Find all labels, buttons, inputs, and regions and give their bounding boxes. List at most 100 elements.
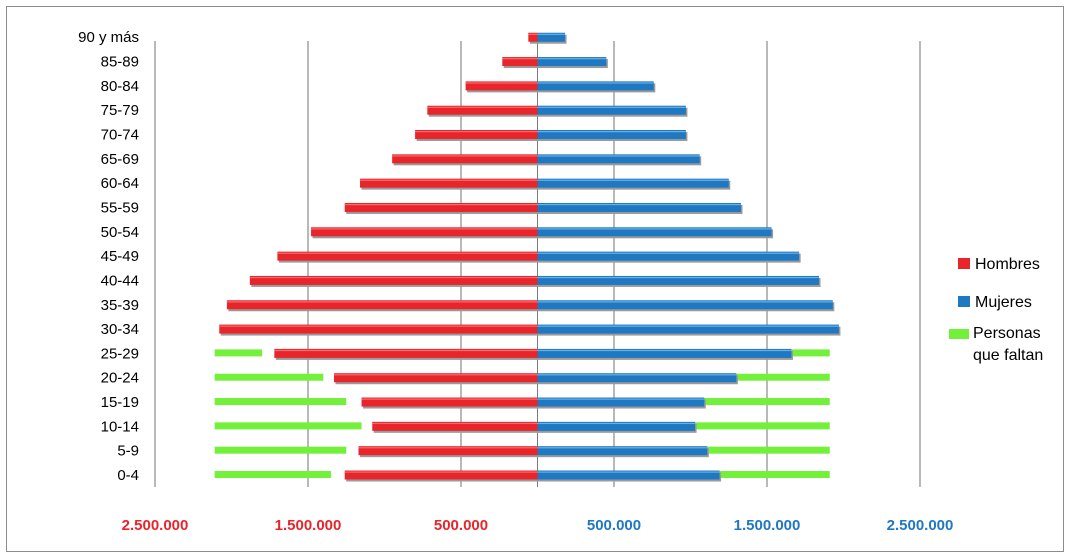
bar-hombres-75-79 [427, 105, 538, 115]
bar-hombres-45-49 [277, 251, 538, 261]
bar-highlight [277, 252, 538, 254]
bar-highlight [358, 447, 538, 449]
x-tick-label-left: 1.500.000 [275, 517, 342, 534]
bar-highlight [274, 349, 538, 352]
bar-hombres-10-14 [372, 421, 538, 431]
bar-highlight [344, 203, 538, 206]
bar-hombres-0-4 [344, 470, 538, 480]
bar-hombres-5-9 [358, 446, 538, 456]
age-label: 25-29 [101, 345, 139, 362]
x-tick-label-left: 2.500.000 [122, 517, 189, 534]
bar-mujeres-35-39 [537, 300, 833, 310]
legend-label-que-faltan: que faltan [973, 347, 1043, 364]
bar-mujeres-55-59 [537, 202, 741, 212]
bar-mujeres-70-74 [537, 130, 686, 140]
bar-hombres-70-74 [415, 130, 538, 140]
age-label: 10-14 [101, 418, 139, 435]
age-label: 20-24 [101, 370, 139, 387]
age-label: 70-74 [101, 127, 139, 144]
age-group-labels: 0-4 5-9 10-14 15-19 20-24 25-29 30-34 35-39 40-4… [78, 29, 139, 484]
bar-highlight [415, 131, 538, 133]
population-pyramid-chart: 0-4 5-9 10-14 15-19 20-24 25-29 30-34 35-39 40-4… [78, 29, 1043, 534]
x-tick-label-right: 1.500.000 [734, 517, 801, 534]
bar-highlight [537, 179, 729, 181]
bar-highlight [537, 155, 700, 157]
age-label: 5-9 [117, 443, 139, 460]
bar-highlight [537, 398, 705, 400]
legend-swatch-personas-que-faltan [949, 329, 969, 339]
bar-highlight [537, 447, 708, 449]
bar-highlight [537, 252, 800, 254]
bar-highlight [537, 471, 720, 473]
bar-highlight [537, 228, 772, 230]
missing-bar-left-20-24 [214, 373, 324, 381]
bar-highlight [537, 58, 607, 60]
age-label: 65-69 [101, 151, 139, 168]
bar-hombres-65-69 [392, 154, 538, 164]
missing-people-bars [214, 349, 830, 478]
bar-highlight [502, 58, 538, 60]
missing-bar-right-10-14 [693, 422, 830, 430]
age-label: 80-84 [101, 78, 139, 95]
age-label: 50-54 [101, 224, 139, 241]
legend-label-mujeres: Mujeres [975, 294, 1032, 311]
bar-highlight [219, 325, 538, 327]
bar-mujeres-30-34 [537, 324, 839, 334]
age-label: 45-49 [101, 248, 139, 265]
bar-highlight [537, 301, 833, 303]
bar-highlight [372, 422, 538, 425]
missing-bar-left-0-4 [214, 471, 331, 478]
age-label: 55-59 [101, 199, 139, 216]
legend-swatch-hombres [958, 258, 970, 269]
legend: Hombres Mujeres Personas que faltan [949, 256, 1043, 364]
missing-bar-right-0-4 [716, 471, 830, 478]
age-label: 90 y más [78, 29, 139, 46]
bar-mujeres-85-89 [537, 57, 607, 67]
missing-bar-left-15-19 [214, 398, 347, 406]
population-bars [219, 32, 841, 482]
bar-mujeres-10-14 [537, 421, 696, 431]
legend-swatch-mujeres [958, 296, 970, 307]
age-label: 15-19 [101, 394, 139, 411]
age-label: 75-79 [101, 102, 139, 119]
age-label: 30-34 [101, 321, 139, 338]
bar-highlight [361, 398, 538, 400]
bar-highlight [537, 106, 686, 108]
bar-mujeres-20-24 [537, 373, 737, 383]
bar-hombres-20-24 [334, 373, 538, 383]
bar-hombres-50-54 [311, 227, 538, 237]
legend-label-hombres: Hombres [975, 256, 1040, 273]
bar-highlight [311, 228, 538, 230]
bar-mujeres-25-29 [537, 348, 792, 358]
bar-highlight [427, 106, 538, 108]
missing-bar-left-10-14 [214, 422, 362, 430]
x-tick-label-right: 500.000 [587, 517, 641, 534]
bar-hombres-80-84 [465, 81, 538, 91]
age-label: 35-39 [101, 297, 139, 314]
x-tick-label-left: 500.000 [434, 517, 488, 534]
bar-hombres-85-89 [502, 57, 538, 67]
bar-mujeres-15-19 [537, 397, 705, 407]
bar-hombres-15-19 [361, 397, 538, 407]
bar-hombres-30-34 [219, 324, 538, 334]
bar-highlight [537, 82, 654, 84]
bar-highlight [537, 325, 839, 327]
bar-mujeres-90 y más [537, 32, 566, 42]
bar-highlight [537, 131, 686, 133]
x-tick-label-right: 2.500.000 [887, 517, 954, 534]
bar-highlight [334, 374, 538, 376]
missing-bar-right-25-29 [791, 349, 830, 357]
bar-highlight [465, 82, 538, 84]
bar-mujeres-80-84 [537, 81, 654, 91]
bar-hombres-40-44 [249, 275, 538, 285]
bar-highlight [537, 422, 696, 425]
bar-mujeres-40-44 [537, 275, 820, 285]
age-label: 85-89 [101, 54, 139, 71]
bar-mujeres-0-4 [537, 470, 720, 480]
missing-bar-left-25-29 [214, 349, 263, 357]
bar-highlight [226, 301, 538, 303]
bar-mujeres-45-49 [537, 251, 800, 261]
missing-bar-right-15-19 [699, 398, 830, 406]
bar-highlight [537, 374, 737, 376]
bar-highlight [344, 471, 538, 473]
